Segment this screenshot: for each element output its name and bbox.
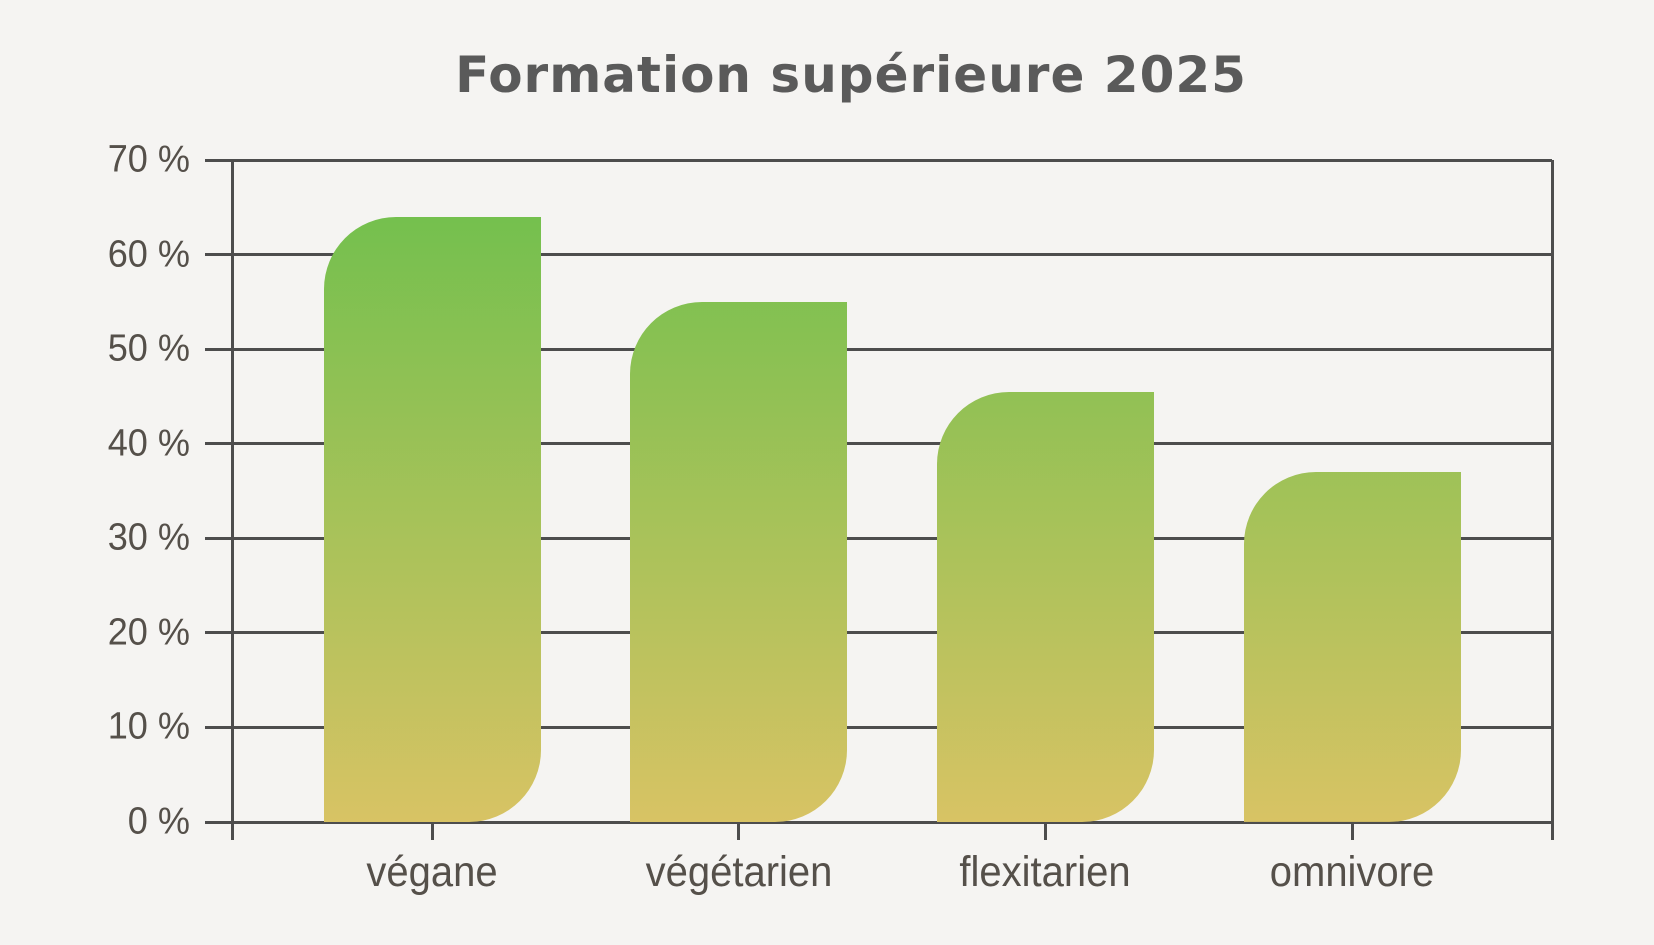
x-axis-label: flexitarien [959, 848, 1131, 896]
x-axis-tick [1043, 822, 1047, 840]
x-axis-label: omnivore [1269, 848, 1435, 896]
y-axis-line [230, 160, 234, 840]
gridline [232, 631, 1552, 635]
y-axis-tick [205, 442, 232, 446]
bar-omnivore [1243, 472, 1461, 822]
x-axis-tick [430, 822, 434, 840]
gridline [232, 158, 1552, 162]
y-axis-tick [205, 725, 232, 729]
x-axis-label: végane [366, 848, 498, 896]
x-axis-tick [737, 822, 741, 840]
gridline [232, 725, 1552, 729]
y-axis-label: 30 % [107, 516, 190, 559]
bar-végétarien [630, 301, 848, 822]
y-axis-tick [205, 347, 232, 351]
y-axis-label: 60 % [107, 233, 190, 276]
y-axis-tick [205, 536, 232, 540]
y-axis-tick [205, 158, 232, 162]
gridline [232, 536, 1552, 540]
y-axis-label: 40 % [107, 422, 190, 465]
bar-flexitarien [936, 391, 1154, 822]
y-axis-tick [205, 820, 232, 824]
chart-title: Formation supérieure 2025 [455, 46, 1247, 104]
bar-végane [323, 216, 541, 822]
y-axis-label: 50 % [107, 327, 190, 370]
gridline [232, 442, 1552, 446]
plot-area: 0 % 10 % 20 % 30 % 40 % 50 % 60 % 70 % végane vég… [108, 139, 1554, 896]
y-axis-label: 70 % [107, 138, 190, 181]
x-axis-label: végétarien [645, 848, 833, 896]
y-axis-tick [205, 253, 232, 257]
y-axis-tick [205, 631, 232, 635]
gridline [232, 253, 1552, 257]
y-axis-label: 20 % [107, 611, 190, 654]
gridline [232, 347, 1552, 351]
y-axis-label: 0 % [127, 800, 190, 843]
gridline [232, 820, 1552, 824]
x-axis-tick [1350, 822, 1354, 840]
plot-right-border [1550, 160, 1554, 840]
y-axis-label: 10 % [107, 705, 190, 748]
